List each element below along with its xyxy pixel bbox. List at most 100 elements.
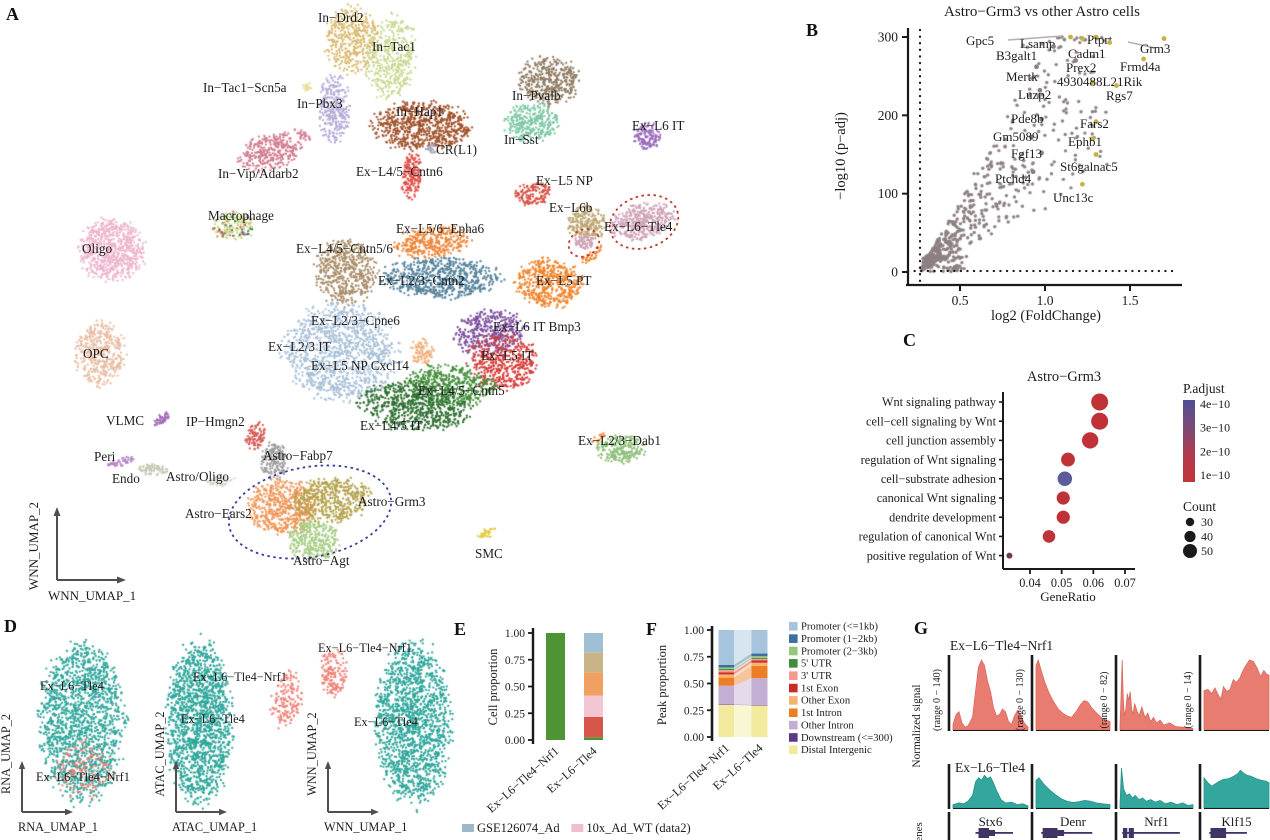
cluster-label: Ex−L6 IT Bmp3 [493,319,581,334]
e-bar-segment [584,652,603,673]
f-legend-label: 3' UTR [801,671,833,682]
b-gene-point [1029,134,1034,140]
f-y-tick-label: 1.00 [684,625,704,637]
c-padj-legend-title: P.adjust [1183,381,1225,396]
f-ribbon [734,662,752,678]
f-ribbon [734,660,752,675]
cluster-label: Astro−Grm3 [358,494,426,509]
cluster-label: In−Vip/Adarb2 [218,166,299,181]
b-gene-point [1093,34,1099,40]
g-gene-model-exon [1057,830,1065,836]
d-group-label: Ex−L6−Tle4 [40,679,104,693]
b-gene-point [1051,44,1056,49]
x-axis-label: WNN_UMAP_1 [48,588,136,603]
b-gene-label: Ptchd4 [995,171,1032,186]
c-dot [1042,530,1056,543]
b-gene-label: Lsamp [1020,36,1055,51]
cluster-label: In−Pbx3 [297,96,343,111]
b-gene-label: B3galt1 [996,48,1037,63]
g-coverage-area [1035,777,1111,809]
g-coverage-area [1119,659,1194,731]
c-padj-gradient [1183,400,1195,482]
c-dot [1056,491,1070,505]
f-bar-segment [718,630,734,665]
cluster-label: Ex−L2/3−Cntn2 [378,273,465,288]
g-coverage-area [1203,659,1270,731]
panel-label-c: C [903,330,916,350]
panel-label-e: E [454,619,467,639]
f-bar-segment [751,657,768,659]
g-gene-name: Klf15 [1221,814,1251,829]
g-gene-name: Nrf1 [1144,814,1169,829]
d-y-axis-label: ATAC_UMAP_2 [153,711,167,796]
b-y-axis-label: −log10 (p−adj) [833,112,849,200]
c-dot [1081,432,1099,449]
f-bar-segment [751,705,768,737]
d-group-label: Ex−L6−Tle4−Nrf1 [36,770,130,784]
f-legend-swatch [789,708,798,718]
f-bar-segment [718,664,734,668]
f-legend-swatch [789,646,798,656]
f-bar-segment [751,704,768,706]
cluster-label: Peri [94,449,116,464]
e-y-tick-label: 0.25 [505,708,525,720]
b-callout-line [1007,35,1063,41]
d-y-arrowhead-icon [172,761,180,769]
d-x-arrowhead-icon [65,808,73,816]
f-legend-swatch [789,683,798,693]
c-count-tick-label: 30 [1201,515,1213,529]
cluster-label: Ex−L4/5−Cntn5 [418,383,505,398]
b-gene-label: Cadm1 [1068,46,1106,61]
cluster-label: In−Tac1−Scn5a [203,80,287,95]
c-term-label: canonical Wnt signaling [877,491,996,505]
g-separator-bar [1198,764,1202,809]
b-gene-point [1037,87,1043,93]
f-ribbon [734,704,752,737]
f-legend-label: Downstream (<=300) [801,733,893,744]
g-separator-bar [1114,655,1118,731]
c-title: Astro−Grm3 [1027,369,1101,385]
g-separator-bar [1030,655,1034,731]
tle4-highlight-2-ellipse [567,228,601,258]
e-legend-label: 10x_Ad_WT (data2) [586,821,690,835]
f-legend-swatch [789,720,798,730]
f-legend-label: Promoter (<=1kb) [801,622,878,633]
f-bar-segment [718,670,734,673]
f-ribbon [734,653,752,668]
cluster-label: In−Tac1 [372,39,416,54]
e-y-tick-label: 0.00 [505,735,525,747]
b-gene-point [1080,36,1085,41]
c-dot [1057,471,1073,487]
e-legend-swatch [462,824,474,832]
b-gene-label: Rgs7 [1106,88,1133,103]
g-separator-bar [1030,764,1034,809]
f-ribbon [734,657,752,671]
d-x-axis-label: WNN_UMAP_1 [324,820,407,834]
c-padj-tick-label: 1e−10 [1200,468,1230,482]
c-term-label: Wnt signaling pathway [882,395,997,409]
tle4-highlight-1-ellipse [608,194,680,250]
f-legend-label: Distal Intergenic [801,745,872,756]
cluster-label: In−Pvalb [512,88,561,103]
b-gene-label: Gm5089 [993,129,1039,144]
b-gene-label: Frmd4a [1120,59,1161,74]
g-gene-model-exon [1210,828,1227,838]
cluster-label: Ex−L2/3−Dab1 [578,433,661,448]
c-padj-tick-label: 4e−10 [1200,397,1230,411]
c-term-label: cell−cell signaling by Wnt [866,414,997,428]
cluster-label: Ex−L5/6−Epha6 [396,221,485,236]
c-count-legend-title: Count [1183,499,1216,514]
g-separator-bar [947,655,951,731]
f-bar-segment [751,678,768,705]
g-gene-model-exon [1122,828,1128,838]
c-count-dot [1184,530,1196,543]
b-gene-point [1039,150,1044,156]
g-row-label: Ex−L6−Tle4−Nrf1 [950,638,1053,653]
f-legend-label: Promoter (1−2kb) [801,634,878,645]
cluster-label: Ex−L6−Tle4 [604,219,673,234]
cluster-label: Astro−Ears2 [185,506,252,521]
c-count-dot [1185,517,1195,527]
b-gene-label: Prex2 [1066,60,1096,75]
g-coverage-area [1035,658,1111,731]
